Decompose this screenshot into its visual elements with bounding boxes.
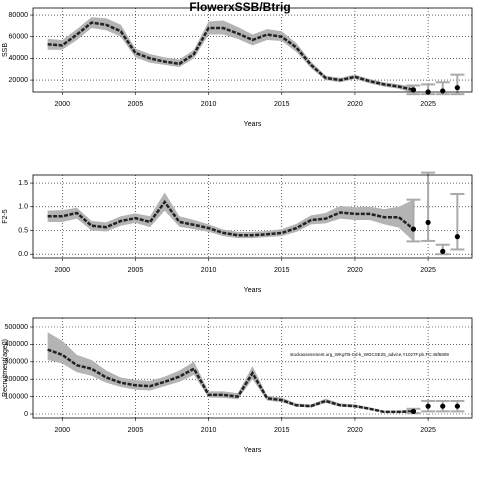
x-tick-label: 2010 (201, 267, 217, 274)
x-tick-label: 2010 (201, 427, 217, 434)
x-tick-label: 2005 (128, 101, 144, 108)
projection-point (425, 403, 431, 409)
x-tick-label: 2020 (347, 427, 363, 434)
estimate-line (47, 199, 415, 237)
y-axis-label: SSB (2, 43, 9, 57)
x-tick-label: 2025 (420, 267, 436, 274)
projection-point (454, 403, 460, 409)
x-tick-label: 2015 (274, 101, 290, 108)
y-tick-label: 0.5 (18, 227, 28, 234)
y-tick-label: 0 (24, 411, 28, 418)
y-tick-label: 0.0 (18, 251, 28, 258)
x-tick-label: 2005 (128, 427, 144, 434)
x-tick-label: 2005 (128, 267, 144, 274)
estimate-line (47, 21, 414, 92)
y-tick-label: 200000 (5, 376, 28, 383)
y-axis-label: Recruitment(age0) (2, 339, 9, 397)
x-tick-label: 2025 (420, 101, 436, 108)
x-tick-label: 2020 (347, 267, 363, 274)
y-tick-label: 1.0 (18, 204, 28, 211)
projection-point (425, 219, 431, 226)
estimate-line (47, 348, 414, 414)
x-tick-label: 2000 (54, 427, 70, 434)
projection-point (454, 234, 460, 240)
projection-point (410, 408, 417, 414)
x-axis-label: Years (244, 121, 262, 128)
x-tick-label: 2020 (347, 101, 363, 108)
x-tick-label: 2010 (201, 101, 217, 108)
y-tick-label: 40000 (9, 55, 29, 62)
y-axis-label: F2-5 (2, 209, 9, 224)
x-tick-label: 2000 (54, 101, 70, 108)
projection-point (440, 403, 446, 409)
y-tick-label: 20000 (9, 77, 29, 84)
projection-point (440, 248, 446, 254)
confidence-band (47, 192, 414, 242)
projection-point (410, 226, 417, 232)
y-tick-label: 100000 (5, 393, 28, 400)
plot-frame (32, 174, 473, 259)
projection-point (454, 85, 460, 91)
x-tick-label: 2000 (54, 267, 70, 274)
x-axis-label: Years (244, 287, 262, 294)
y-tick-label: 60000 (9, 34, 29, 41)
x-tick-label: 2015 (274, 427, 290, 434)
x-tick-label: 2015 (274, 267, 290, 274)
chart-title: FlowerxSSB/Btrig (189, 0, 290, 14)
x-tick-label: 2025 (420, 427, 436, 434)
y-tick-label: 1.5 (18, 180, 28, 187)
projection-point (440, 88, 446, 94)
y-tick-label: 80000 (9, 12, 29, 19)
annotation: stockassessment.org_WKgTB-Cd-k_WGCSE25_a… (290, 352, 449, 357)
y-tick-label: 400000 (5, 341, 28, 348)
projection-point (410, 87, 417, 93)
y-tick-label: 500000 (5, 324, 28, 331)
x-axis-label: Years (244, 447, 262, 454)
confidence-band (47, 17, 414, 94)
plot-frame (32, 317, 473, 419)
y-tick-label: 300000 (5, 359, 28, 366)
plot-frame (32, 7, 473, 93)
